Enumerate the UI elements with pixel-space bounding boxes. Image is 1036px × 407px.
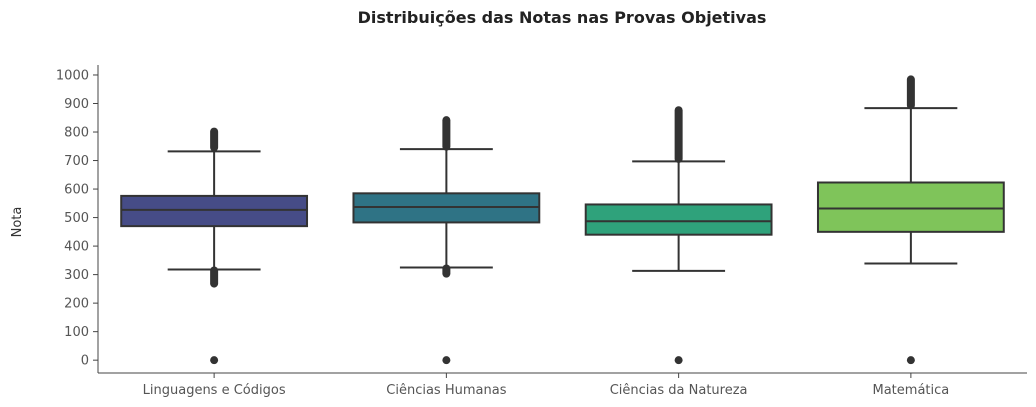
y-tick-label: 700 (64, 154, 89, 169)
y-tick-label: 400 (64, 240, 89, 255)
outlier-points (674, 106, 683, 163)
x-tick-label: Linguagens e Códigos (143, 383, 286, 398)
outlier-point-zero (442, 356, 451, 365)
y-tick-label: 500 (64, 211, 89, 226)
x-tick-label: Ciências da Natureza (610, 383, 748, 398)
box-3 (816, 75, 1005, 365)
y-tick-label: 600 (64, 183, 89, 198)
boxes-group (120, 75, 1005, 365)
x-tick-label: Matemática (873, 383, 950, 398)
box-2 (584, 106, 773, 365)
y-tick-label: 100 (64, 325, 89, 340)
chart-title: Distribuições das Notas nas Provas Objet… (357, 8, 767, 27)
iqr-box (584, 203, 773, 236)
outlier-point-zero (674, 356, 683, 365)
y-tick-label: 300 (64, 268, 89, 283)
outlier-points (210, 127, 219, 152)
y-tick-label: 1000 (56, 68, 89, 83)
box-0 (120, 127, 309, 365)
box-1 (352, 116, 541, 365)
x-axis: Linguagens e Códigos Ciências Humanas Ciên… (98, 372, 1027, 398)
x-tick-label: Ciências Humanas (386, 383, 506, 398)
iqr-box (816, 181, 1005, 233)
outlier-points (210, 266, 219, 288)
y-tick-label: 200 (64, 297, 89, 312)
outlier-point-zero (210, 356, 219, 365)
iqr-box (120, 194, 309, 228)
y-tick-label: 800 (64, 126, 89, 141)
outlier-points (442, 116, 451, 151)
outlier-points (906, 75, 915, 110)
y-axis-label: Nota (10, 207, 25, 238)
y-tick-label: 0 (81, 354, 89, 369)
y-axis: 0 100 200 300 400 500 600 700 800 900 1000 (56, 65, 99, 373)
outlier-point-zero (906, 356, 915, 365)
y-tick-label: 900 (64, 97, 89, 112)
